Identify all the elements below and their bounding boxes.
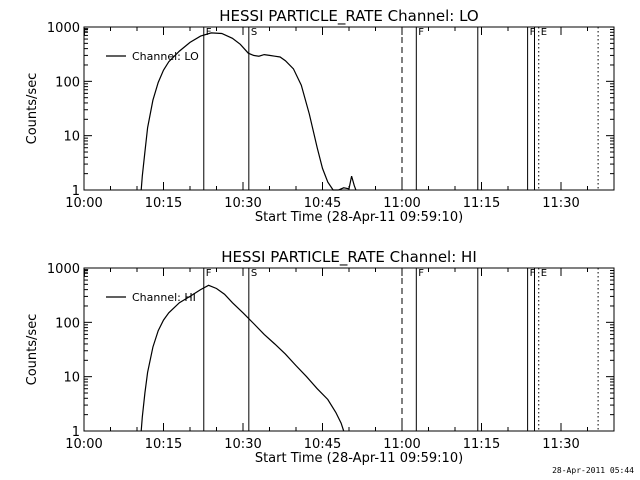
x-tick-label: 10:30 xyxy=(224,437,261,452)
x-axis-label: Start Time (28-Apr-11 09:59:10) xyxy=(255,210,463,225)
x-tick-label: 10:15 xyxy=(145,196,182,211)
event-label: E xyxy=(541,27,547,38)
event-label: F xyxy=(418,268,424,279)
event-label: F xyxy=(206,27,212,38)
series-line xyxy=(140,284,345,432)
event-label: F xyxy=(530,268,536,279)
x-tick-label: 11:15 xyxy=(463,196,500,211)
x-tick-label: 10:30 xyxy=(224,196,261,211)
chart-panel-1: HESSI PARTICLE_RATE Channel: LO 10:00 10:1… xyxy=(25,7,615,225)
event-label: F xyxy=(206,268,212,279)
y-tick-label: 1000 xyxy=(47,262,80,277)
event-label: F xyxy=(418,27,424,38)
event-label: S xyxy=(251,268,257,279)
y-tick-label: 100 xyxy=(55,75,80,90)
legend-label: Channel: LO xyxy=(132,50,199,63)
x-tick-label: 11:00 xyxy=(383,437,420,452)
x-tick-label: 11:00 xyxy=(383,196,420,211)
x-tick-label: 10:45 xyxy=(304,437,341,452)
y-tick-label: 1 xyxy=(72,184,80,199)
x-axis-label: Start Time (28-Apr-11 09:59:10) xyxy=(255,451,463,466)
chart-panel-2: HESSI PARTICLE_RATE Channel: HI 10:00 10:1… xyxy=(25,248,615,466)
event-label: S xyxy=(251,27,257,38)
chart-title: HESSI PARTICLE_RATE Channel: HI xyxy=(221,248,477,267)
x-tick-label: 10:15 xyxy=(145,437,182,452)
event-label: F xyxy=(530,27,536,38)
event-label-edge: F xyxy=(83,27,89,38)
x-tick-label: 10:00 xyxy=(65,437,102,452)
y-tick-label: 1000 xyxy=(47,21,80,36)
x-tick-label: 10:00 xyxy=(65,196,102,211)
event-label-edge: F xyxy=(83,268,89,279)
y-tick-label: 1 xyxy=(72,425,80,440)
footer-timestamp: 28-Apr-2011 05:44 xyxy=(552,466,634,475)
y-tick-label: 10 xyxy=(63,130,80,145)
event-label: E xyxy=(541,268,547,279)
y-tick-label: 10 xyxy=(63,371,80,386)
x-tick-label: 11:15 xyxy=(463,437,500,452)
x-tick-label: 11:30 xyxy=(542,196,579,211)
series-line xyxy=(140,32,357,191)
x-tick-label: 10:45 xyxy=(304,196,341,211)
legend-label: Channel: HI xyxy=(132,291,196,304)
y-axis-label: Counts/sec xyxy=(25,314,40,386)
chart-title: HESSI PARTICLE_RATE Channel: LO xyxy=(219,7,478,26)
y-tick-label: 100 xyxy=(55,316,80,331)
y-axis-label: Counts/sec xyxy=(25,73,40,145)
x-tick-label: 11:30 xyxy=(542,437,579,452)
